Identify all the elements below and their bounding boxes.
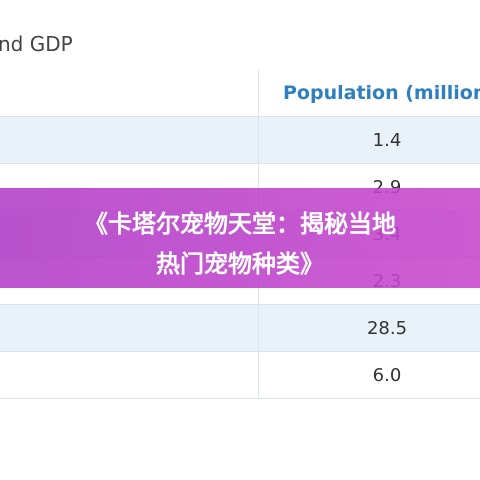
- banner: 《卡塔尔宠物天堂：揭秘当地 热门宠物种类》: [0, 188, 480, 288]
- column-divider: [258, 117, 259, 163]
- column-divider: [258, 164, 259, 210]
- table-row: 1.4: [0, 117, 480, 164]
- column-divider: [258, 305, 259, 351]
- column-header: Population (million: [283, 82, 480, 104]
- cell: 1.4: [372, 130, 402, 151]
- table-row: 6.0: [0, 352, 480, 399]
- cell: 28.5: [366, 318, 408, 339]
- column-divider: [258, 352, 259, 398]
- banner-line: 热门宠物种类》: [156, 250, 324, 278]
- column-divider: [258, 70, 259, 116]
- cell: 6.0: [372, 365, 402, 386]
- table-row: 28.5: [0, 305, 480, 352]
- table-title: nd GDP: [0, 32, 73, 56]
- banner-line: 《卡塔尔宠物天堂：揭秘当地: [84, 210, 396, 238]
- header-row: Population (million: [0, 70, 480, 117]
